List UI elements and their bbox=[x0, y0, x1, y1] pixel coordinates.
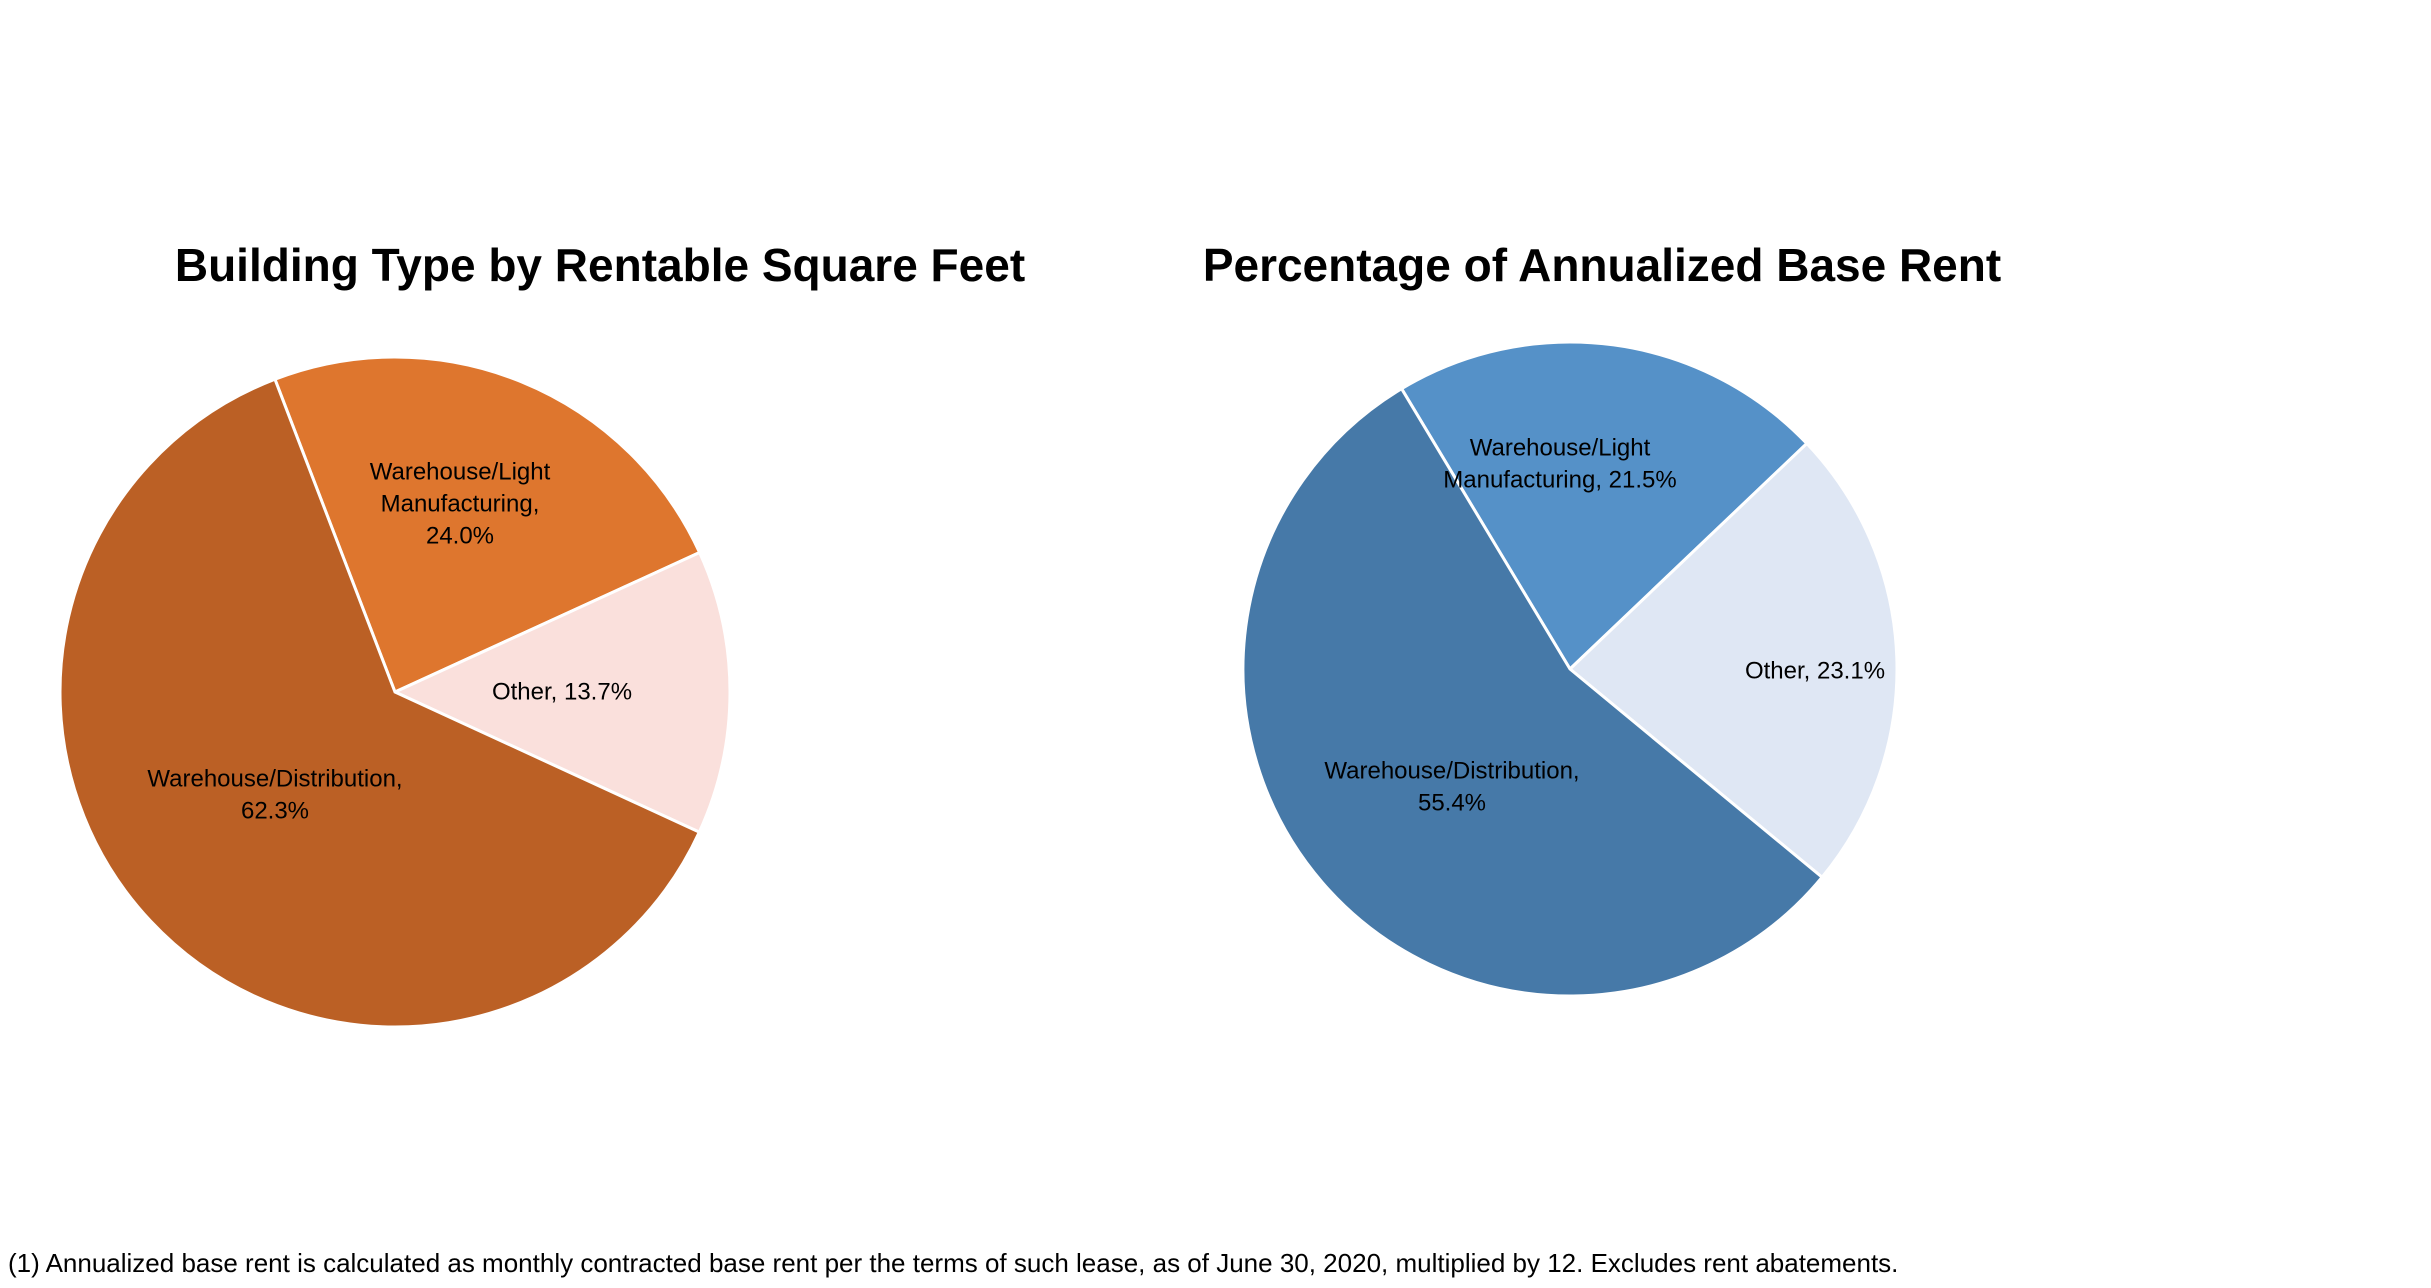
annualized-rent-slice-label-0: Warehouse/Light Manufacturing, 21.5% bbox=[1443, 434, 1676, 493]
building-type-slice-label-0: Warehouse/Light Manufacturing, 24.0% bbox=[370, 458, 551, 549]
pie-building-type: Warehouse/Light Manufacturing, 24.0% Other,… bbox=[58, 355, 732, 1029]
building-type-slice-0 bbox=[273, 355, 702, 695]
annualized-rent-slice-label-1: Other, 23.1% bbox=[1745, 657, 1885, 684]
annualized-rent-slice-0 bbox=[1399, 340, 1809, 672]
chart-title-building-type: Building Type by Rentable Square Feet bbox=[174, 239, 1026, 291]
annualized-rent-slice-2 bbox=[1241, 386, 1825, 998]
footnote-annualized-base-rent: (1) Annualized base rent is calculated a… bbox=[8, 1248, 1899, 1278]
annualized-rent-slice-1 bbox=[1567, 441, 1899, 880]
building-type-slice-1 bbox=[391, 550, 732, 835]
pie-annualized-rent: Warehouse/Light Manufacturing, 21.5% Other… bbox=[1241, 340, 1899, 998]
building-type-slice-label-2: Warehouse/Distribution, 62.3% bbox=[147, 765, 402, 824]
chart-title-annualized-rent: Percentage of Annualized Base Rent bbox=[1202, 239, 2002, 291]
building-type-slice-2 bbox=[58, 377, 702, 1029]
annualized-rent-slice-label-2: Warehouse/Distribution, 55.4% bbox=[1324, 757, 1579, 816]
building-type-slice-label-1: Other, 13.7% bbox=[492, 678, 632, 705]
